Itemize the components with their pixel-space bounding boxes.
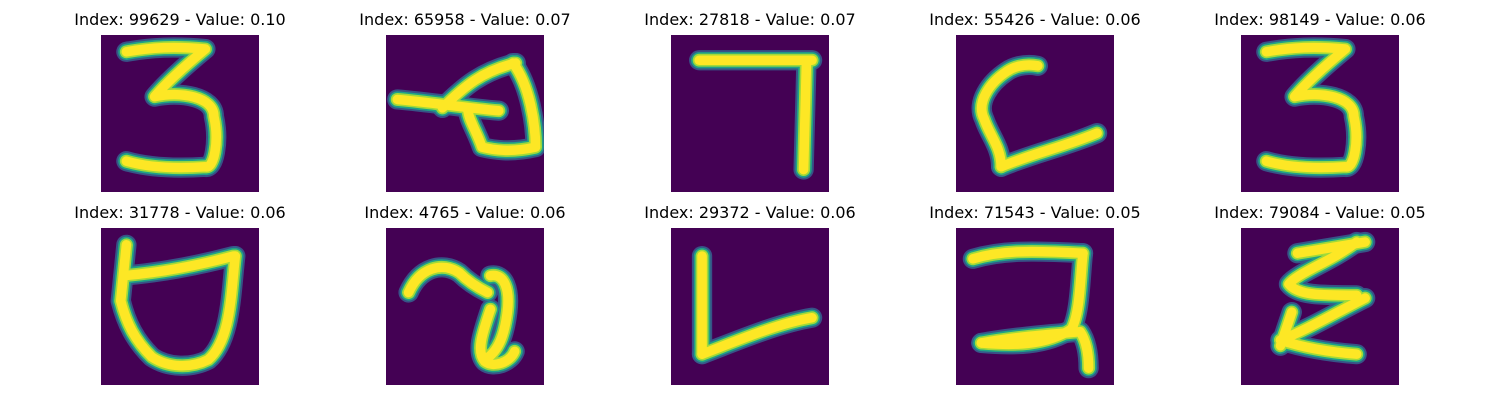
image-tile: Index: 55426 - Value: 0.06 bbox=[900, 0, 1170, 192]
image-tile: Index: 29372 - Value: 0.06 bbox=[615, 193, 885, 385]
digit-image bbox=[671, 35, 829, 192]
digit-3-stroke-3-0 bbox=[1261, 42, 1361, 173]
digit-image bbox=[956, 228, 1114, 385]
bowl-shape-stroke-3-1 bbox=[118, 251, 239, 281]
image-tile: Index: 31778 - Value: 0.06 bbox=[45, 193, 315, 385]
zigzag-e-stroke-3-2 bbox=[1275, 293, 1370, 345]
tile-title: Index: 65958 - Value: 0.07 bbox=[359, 10, 571, 29]
bowl-shape-stroke-3-0 bbox=[115, 240, 241, 371]
image-tile: Index: 27818 - Value: 0.07 bbox=[615, 0, 885, 192]
hook-shape-stroke-3-2 bbox=[475, 304, 520, 370]
tile-title: Index: 71543 - Value: 0.05 bbox=[929, 203, 1141, 222]
loop-stroke-stroke-3-1 bbox=[437, 58, 521, 113]
digit-image bbox=[101, 228, 259, 385]
digit-3-stroke-3-0 bbox=[121, 42, 221, 173]
tile-title: Index: 99629 - Value: 0.10 bbox=[74, 10, 286, 29]
hook-shape-stroke-3-1 bbox=[479, 270, 513, 365]
zigzag-e-stroke-3-1 bbox=[1284, 237, 1362, 301]
letter-l-stroke-3-1 bbox=[697, 312, 817, 359]
tile-title: Index: 31778 - Value: 0.06 bbox=[74, 203, 286, 222]
digit-7-stroke-3-1 bbox=[798, 57, 812, 175]
zigzag-e-stroke-3-4 bbox=[1275, 307, 1297, 351]
digit-2-stroke-3-0 bbox=[968, 246, 1088, 264]
image-tile: Index: 99629 - Value: 0.10 bbox=[45, 0, 315, 192]
c-shape-stroke-3-1 bbox=[996, 128, 1102, 172]
hook-shape-stroke-3-0 bbox=[403, 262, 493, 298]
tile-title: Index: 79084 - Value: 0.05 bbox=[1214, 203, 1426, 222]
tile-title: Index: 98149 - Value: 0.06 bbox=[1214, 10, 1426, 29]
digit-image bbox=[671, 228, 829, 385]
tile-title: Index: 4765 - Value: 0.06 bbox=[364, 203, 566, 222]
tile-title: Index: 55426 - Value: 0.06 bbox=[929, 10, 1141, 29]
image-tile: Index: 65958 - Value: 0.07 bbox=[330, 0, 600, 192]
tile-title: Index: 27818 - Value: 0.07 bbox=[644, 10, 856, 29]
image-tile: Index: 79084 - Value: 0.05 bbox=[1185, 193, 1455, 385]
digit-image bbox=[101, 35, 259, 192]
digit-image bbox=[386, 35, 544, 192]
digit-image bbox=[1241, 228, 1399, 385]
image-tile: Index: 4765 - Value: 0.06 bbox=[330, 193, 600, 385]
digit-image bbox=[956, 35, 1114, 192]
digit-2-stroke-3-2 bbox=[976, 326, 1094, 373]
digit-image bbox=[1241, 35, 1399, 192]
loop-stroke-stroke-3-2 bbox=[463, 58, 541, 156]
tile-title: Index: 29372 - Value: 0.06 bbox=[644, 203, 856, 222]
image-tile: Index: 98149 - Value: 0.06 bbox=[1185, 0, 1455, 192]
image-tile: Index: 71543 - Value: 0.05 bbox=[900, 193, 1170, 385]
digit-image bbox=[386, 228, 544, 385]
c-shape-stroke-3-0 bbox=[976, 60, 1043, 172]
